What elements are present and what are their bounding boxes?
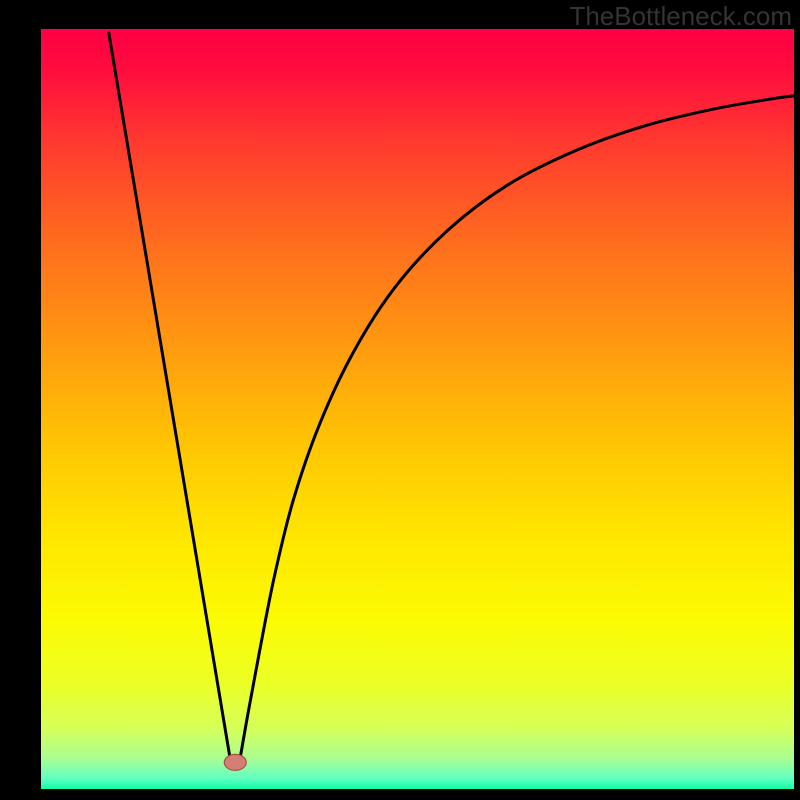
watermark-text: TheBottleneck.com bbox=[569, 1, 792, 32]
curve-left-segment bbox=[109, 33, 231, 763]
chart-stage: TheBottleneck.com bbox=[0, 0, 800, 800]
curve-layer bbox=[41, 29, 794, 789]
curve-right-segment bbox=[240, 96, 794, 760]
curve-minimum-marker bbox=[224, 754, 246, 770]
